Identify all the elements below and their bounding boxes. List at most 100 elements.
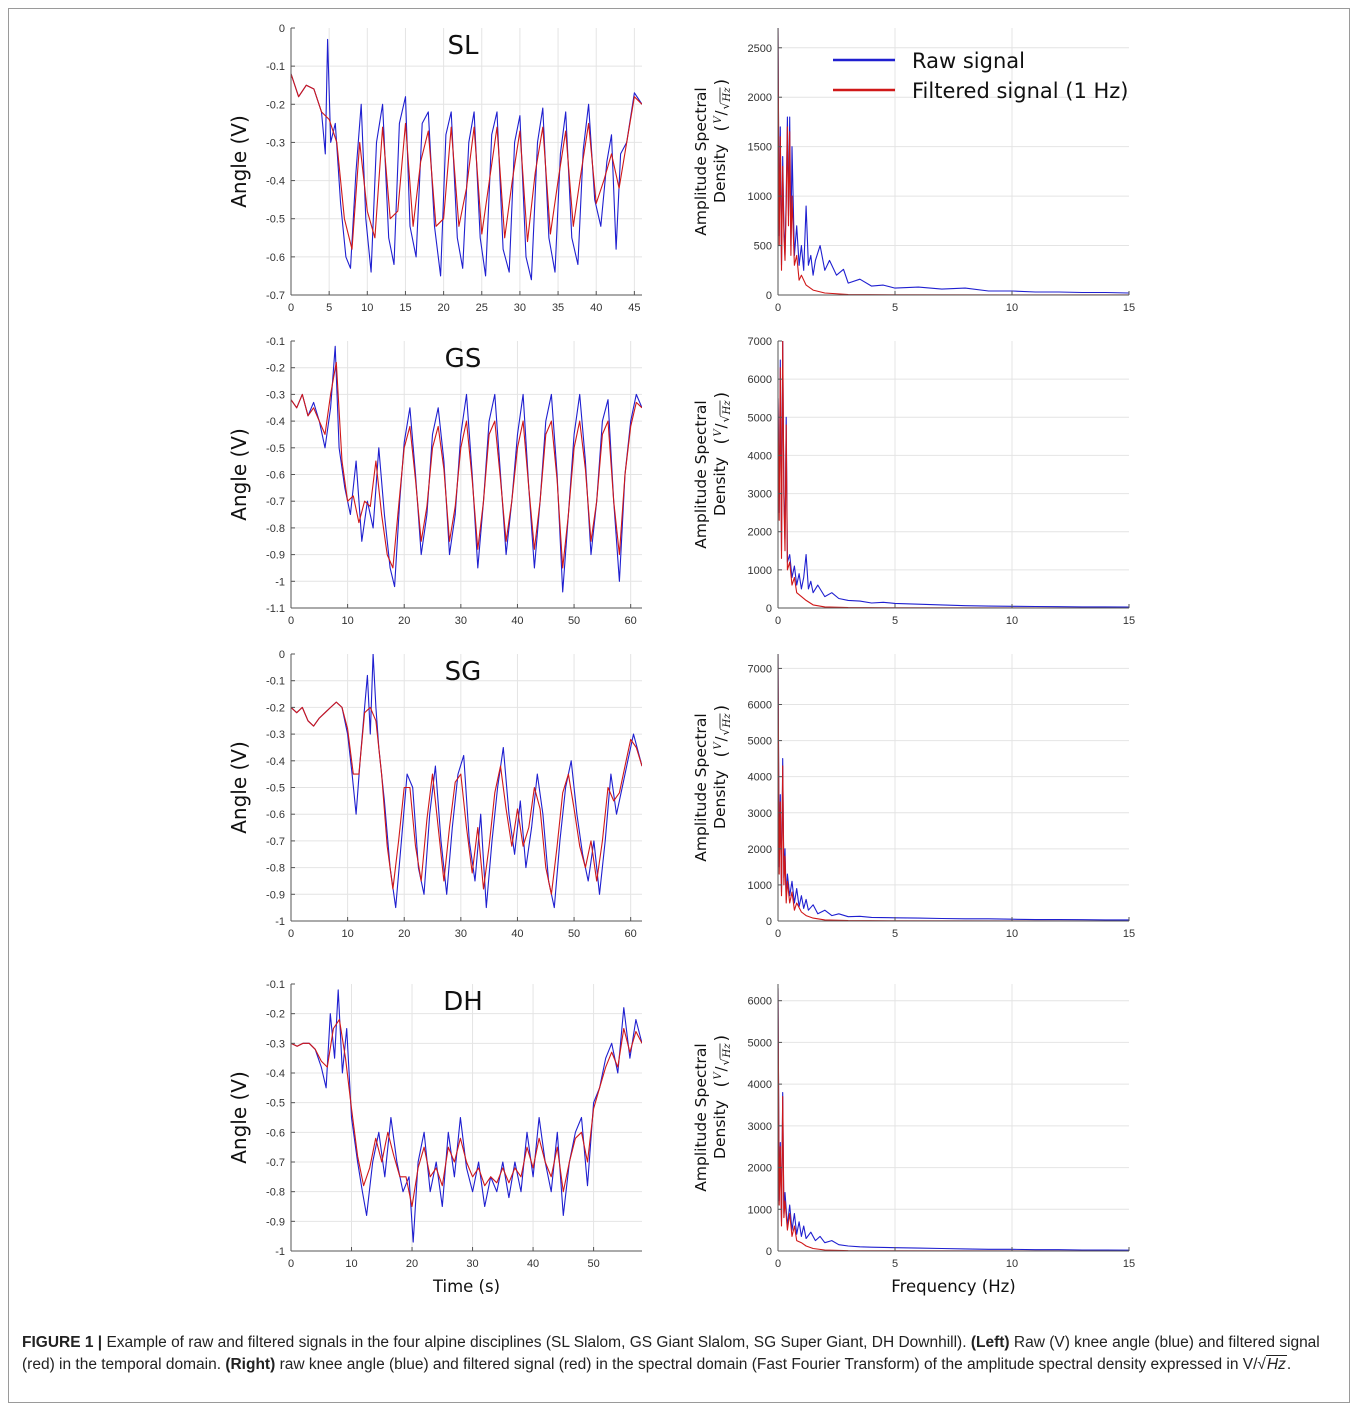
y-tick-label: -0.9	[266, 1216, 285, 1228]
series-filtered-line	[291, 701, 642, 895]
series-raw-line	[778, 341, 1129, 608]
y-tick-label: -0.2	[266, 1009, 285, 1021]
x-tick-label: 25	[476, 302, 488, 314]
y-tick-label: 2000	[748, 844, 772, 856]
y-axis-unit: (V/√Hz)	[712, 79, 733, 132]
y-tick-label: 5000	[748, 412, 772, 424]
y-tick-label: 0	[279, 649, 285, 661]
y-tick-label: -1	[275, 1246, 285, 1258]
x-tick-label: 50	[568, 928, 580, 940]
y-tick-label: -0.2	[266, 702, 285, 714]
y-tick-label: 2000	[748, 1163, 772, 1175]
unit-denominator: Hz	[722, 1043, 733, 1059]
y-tick-label: 0	[279, 23, 285, 35]
unit-denominator: Hz	[722, 400, 733, 416]
chart-DH-time: 0 10 20 30 40 50 -0.1 -0.2 -0.3 -0.4 -0.5 -0.6 -0.7 -…	[227, 979, 642, 1296]
y-tick-label: -0.4	[266, 176, 285, 188]
y-tick-label: -0.1	[266, 61, 285, 73]
unit-numerator: V	[713, 1071, 724, 1080]
y-tick-label: 6000	[748, 996, 772, 1008]
x-tick-label: 0	[288, 615, 294, 627]
y-axis-label: Amplitude SpectralDensity	[692, 1043, 729, 1191]
x-tick-label: 10	[1006, 302, 1018, 314]
y-tick-label: -0.3	[266, 729, 285, 741]
panel-title: DH	[443, 987, 483, 1017]
caption-end: .	[1286, 1356, 1292, 1373]
y-axis-label: Amplitude SpectralDensity	[692, 713, 729, 861]
series-filtered-line	[778, 341, 1129, 608]
y-tick-label: -0.4	[266, 416, 285, 428]
y-tick-label: 3000	[748, 808, 772, 820]
y-tick-label: 1000	[748, 880, 772, 892]
y-tick-label: 2000	[748, 92, 772, 104]
chart-SG-spectrum: 0 5 10 15 0 1000 2000 3000 4000 5000 6000 7000 Ampli…	[692, 654, 1135, 940]
caption-right-label: (Right)	[225, 1356, 276, 1373]
series-raw-line	[291, 989, 642, 1243]
caption-sqrt-symbol: √	[1257, 1356, 1266, 1373]
y-tick-label: -0.2	[266, 99, 285, 111]
y-tick-label: -0.7	[266, 496, 285, 508]
y-tick-label: -0.2	[266, 363, 285, 375]
x-tick-label: 5	[892, 615, 898, 627]
y-axis-label-line2: Density	[711, 144, 729, 203]
y-tick-label: -0.6	[266, 252, 285, 264]
x-tick-label: 10	[341, 928, 353, 940]
chart-GS-spectrum: 0 5 10 15 0 1000 2000 3000 4000 5000 6000 7000 Ampli…	[692, 336, 1135, 627]
series-filtered-line	[778, 28, 1129, 295]
y-tick-label: -0.5	[266, 214, 285, 226]
series-raw-line	[778, 654, 1129, 921]
legend-label-raw: Raw signal	[912, 49, 1025, 73]
chart-SL-spectrum: 0 5 10 15 0 500 1000 1500 2000 2500 Amplitude Spec…	[692, 28, 1135, 314]
x-tick-label: 30	[455, 928, 467, 940]
series-filtered-line	[291, 73, 642, 250]
chart-DH-spectrum: 0 5 10 15 0 1000 2000 3000 4000 5000 6000 Amplitude…	[692, 984, 1135, 1296]
y-axis-label-line1: Amplitude Spectral	[692, 1043, 710, 1191]
unit-paren-open: (	[712, 438, 732, 445]
unit-paren-open: (	[712, 1081, 732, 1088]
x-tick-label: 5	[326, 302, 332, 314]
series-raw-line	[291, 654, 642, 909]
caption-text-1: Example of raw and filtered signals in t…	[106, 1334, 967, 1351]
x-axis-label: Frequency (Hz)	[891, 1277, 1015, 1296]
y-tick-label: -0.5	[266, 783, 285, 795]
y-axis-label-line2: Density	[711, 1100, 729, 1159]
panel-title: SL	[448, 31, 480, 61]
x-tick-label: 40	[590, 302, 602, 314]
unit-slash: /	[712, 1066, 730, 1072]
figure-canvas: 0 5 10 15 20 25 30 35 40 45 0 -0.1 -0.2 -0.3 -0.4 -0.5 -…	[227, 23, 1135, 1296]
y-tick-label: -0.4	[266, 1068, 285, 1080]
unit-numerator: V	[713, 741, 724, 750]
y-tick-label: -0.8	[266, 523, 285, 535]
y-tick-label: 0	[766, 603, 772, 615]
chart-GS-time: 0 10 20 30 40 50 60 -0.1 -0.2 -0.3 -0.4 -0.5 -0.6 -0.…	[227, 336, 642, 627]
x-tick-label: 35	[552, 302, 564, 314]
y-tick-label: -0.3	[266, 137, 285, 149]
y-tick-label: 3000	[748, 1121, 772, 1133]
y-tick-label: -0.3	[266, 1038, 285, 1050]
y-axis-label: Angle (V)	[227, 428, 251, 521]
unit-sqrt: √	[719, 415, 732, 423]
y-tick-label: -0.8	[266, 863, 285, 875]
x-tick-label: 10	[1006, 615, 1018, 627]
y-tick-label: 0	[766, 290, 772, 302]
y-axis-label: Angle (V)	[227, 1071, 251, 1164]
caption-sqrt-radicand: Hz	[1265, 1355, 1287, 1373]
x-tick-label: 50	[568, 615, 580, 627]
y-tick-label: 500	[754, 241, 772, 253]
x-tick-label: 0	[775, 1258, 781, 1270]
legend-label-filtered: Filtered signal (1 Hz)	[912, 79, 1129, 103]
x-tick-label: 5	[892, 1258, 898, 1270]
y-axis-unit: (V/√Hz)	[712, 392, 733, 445]
x-tick-label: 15	[1123, 928, 1135, 940]
chart-SL-time: 0 5 10 15 20 25 30 35 40 45 0 -0.1 -0.2 -0.3 -0.4 -0.5 -…	[227, 23, 642, 314]
unit-paren-open: (	[712, 751, 732, 758]
y-axis-unit: (V/√Hz)	[712, 705, 733, 758]
y-tick-label: -0.6	[266, 809, 285, 821]
y-tick-label: 1500	[748, 142, 772, 154]
y-tick-label: 4000	[748, 772, 772, 784]
y-tick-label: -0.1	[266, 979, 285, 991]
chart-SG-time: 0 10 20 30 40 50 60 0 -0.1 -0.2 -0.3 -0.4 -0.5 -0.6 -0…	[227, 649, 642, 940]
y-tick-label: 4000	[748, 1079, 772, 1091]
unit-slash: /	[712, 736, 730, 742]
unit-paren-close: )	[712, 705, 732, 712]
